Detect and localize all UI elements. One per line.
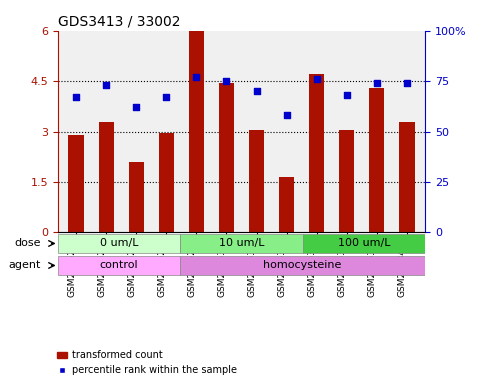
Bar	[69, 135, 84, 232]
Point	[193, 74, 200, 80]
Point	[283, 113, 290, 119]
Bar	[159, 133, 174, 232]
Point	[253, 88, 260, 94]
Text: homocysteine: homocysteine	[264, 260, 342, 270]
Point	[313, 76, 321, 82]
Bar	[128, 162, 144, 232]
Text: dose: dose	[14, 238, 41, 248]
Point	[132, 104, 140, 111]
Text: 0 um/L: 0 um/L	[100, 238, 139, 248]
Bar	[339, 130, 355, 232]
FancyBboxPatch shape	[303, 233, 425, 253]
Bar	[99, 121, 114, 232]
Point	[102, 82, 110, 88]
FancyBboxPatch shape	[58, 256, 180, 275]
Bar	[279, 177, 294, 232]
FancyBboxPatch shape	[180, 233, 303, 253]
Point	[373, 80, 381, 86]
Point	[223, 78, 230, 84]
Bar	[369, 88, 384, 232]
Legend: transformed count, percentile rank within the sample: transformed count, percentile rank withi…	[53, 346, 241, 379]
Bar	[309, 74, 324, 232]
Text: 10 um/L: 10 um/L	[219, 238, 264, 248]
Point	[343, 92, 351, 98]
Point	[162, 94, 170, 100]
Text: 100 um/L: 100 um/L	[338, 238, 390, 248]
Point	[72, 94, 80, 100]
Bar	[189, 31, 204, 232]
FancyBboxPatch shape	[180, 256, 425, 275]
Point	[403, 80, 411, 86]
Text: control: control	[100, 260, 139, 270]
Bar	[249, 130, 264, 232]
FancyBboxPatch shape	[58, 233, 180, 253]
Bar	[399, 121, 414, 232]
Text: GDS3413 / 33002: GDS3413 / 33002	[58, 14, 181, 28]
Bar	[219, 83, 234, 232]
Text: agent: agent	[9, 260, 41, 270]
